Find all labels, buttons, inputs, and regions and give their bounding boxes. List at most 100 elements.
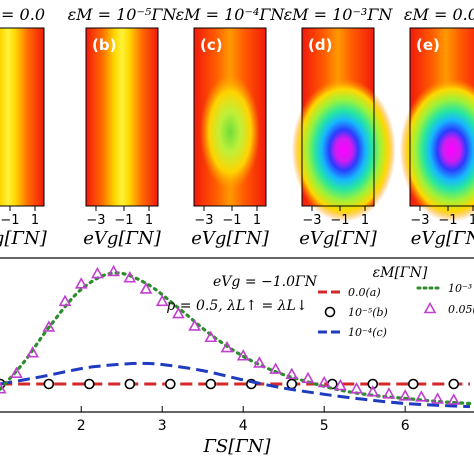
data-point (301, 371, 315, 384)
legend-entry-4: 10⁻³ (416, 282, 472, 295)
data-point (43, 378, 55, 390)
data-point (124, 378, 136, 390)
panel-frame (193, 27, 267, 207)
legend-label: 10⁻⁴(c) (348, 326, 387, 339)
panel-title: εM = 10⁻³ΓN (284, 5, 394, 24)
panel-title: εM = 0.05 (404, 5, 474, 24)
data-point (407, 378, 419, 390)
legend-entry-2: 10⁻⁵(b) (324, 306, 388, 319)
series-4 (0, 271, 472, 406)
data-point (107, 264, 120, 277)
annotation-params: p = 0.5, λL↑ = λL↓ (166, 298, 307, 314)
data-point (84, 378, 95, 390)
x-tick-label: 1 (469, 213, 474, 228)
heatmap-blob (200, 74, 260, 190)
x-tick-label: −1 (0, 213, 19, 228)
panel-frame (301, 27, 375, 207)
x-tick-label: −3 (302, 213, 321, 228)
data-point (366, 385, 380, 397)
panel-x-label: eVg[ΓN (411, 228, 474, 249)
panel-title: εM = 10⁻⁴ΓN (176, 5, 286, 24)
data-point (155, 294, 169, 307)
legend-label: 10⁻⁵(b) (348, 306, 388, 319)
x-tick-label: 1 (253, 213, 261, 228)
data-point (367, 378, 379, 390)
x-tick-label: −1 (222, 213, 241, 228)
x-tick-label: 1 (145, 213, 153, 228)
data-point (204, 330, 218, 343)
x-tick-label: −1 (114, 213, 133, 228)
data-point (431, 392, 444, 404)
data-point (91, 266, 104, 279)
data-point (165, 378, 176, 390)
data-point (188, 319, 201, 331)
data-point (172, 306, 185, 319)
data-point (205, 378, 217, 390)
data-point (269, 362, 282, 374)
heatmap-background (0, 28, 44, 206)
data-point (10, 366, 23, 379)
legend-swatch (423, 301, 437, 314)
x-tick-label: −3 (86, 213, 105, 228)
data-point (26, 346, 39, 358)
series-3 (0, 361, 471, 409)
x-tick-label: 4 (239, 418, 248, 434)
data-point (350, 381, 363, 394)
panel-label: (e) (416, 36, 440, 54)
heatmap-blob (399, 78, 474, 222)
legend-label: 0.0(a) (348, 286, 381, 299)
data-point (220, 340, 234, 353)
data-point (58, 294, 72, 307)
data-point (285, 367, 299, 380)
panel-x-label: eVg[ΓN] (0, 228, 48, 249)
panel-title: εM = 0.0 (0, 5, 45, 24)
heatmap-background (86, 28, 158, 206)
legend-entry-5: 0.05( (423, 301, 474, 316)
annotation-gate: eVg = −1.0ΓN (213, 274, 318, 290)
data-point (42, 320, 56, 332)
legend-label: 10⁻³ (448, 282, 472, 295)
legend-title: εM[ΓN] (373, 265, 428, 281)
data-point (447, 393, 461, 405)
data-point (123, 270, 137, 283)
x-tick-label: 5 (320, 418, 329, 434)
panel-x-label: eVg[ΓN] (83, 228, 161, 249)
panel-title: εM = 10⁻⁵ΓN (68, 5, 178, 24)
x-tick-label: −3 (410, 213, 429, 228)
series-line (0, 271, 472, 406)
series-2 (0, 378, 460, 390)
x-tick-label: 2 (77, 418, 86, 434)
data-point (448, 378, 460, 390)
x-tick-label: −1 (330, 213, 349, 228)
series-5 (0, 264, 461, 405)
panel-label: (d) (308, 36, 332, 54)
data-point (74, 277, 88, 289)
panel-label: (c) (200, 36, 223, 54)
bottom-plot: 2 3 4 5 6 ΓS[ΓN] eVg = −1.0ΓN p = 0.5, λL↑ = λL… (0, 257, 474, 457)
x-tick-label: 1 (361, 213, 369, 228)
heatmap-blob (291, 78, 396, 222)
x-tick-label: −3 (194, 213, 213, 228)
panel-label: (b) (92, 36, 116, 54)
panel-x-label: eVg[ΓN] (299, 228, 377, 249)
data-point (286, 378, 298, 390)
data-point (253, 356, 266, 368)
data-point (382, 387, 396, 399)
legend-label: 0.05( (448, 303, 474, 316)
panel-frame (409, 27, 474, 207)
data-point (334, 378, 347, 391)
data-point (139, 282, 153, 294)
plot-frame (0, 257, 474, 413)
panel-x-label: eVg[ΓN] (191, 228, 269, 249)
series-line (0, 361, 471, 409)
data-point (398, 389, 412, 401)
legend-entry-3: 10⁻⁴(c) (318, 326, 387, 339)
x-tick-label: 3 (158, 418, 167, 434)
panel-frame (85, 27, 159, 207)
